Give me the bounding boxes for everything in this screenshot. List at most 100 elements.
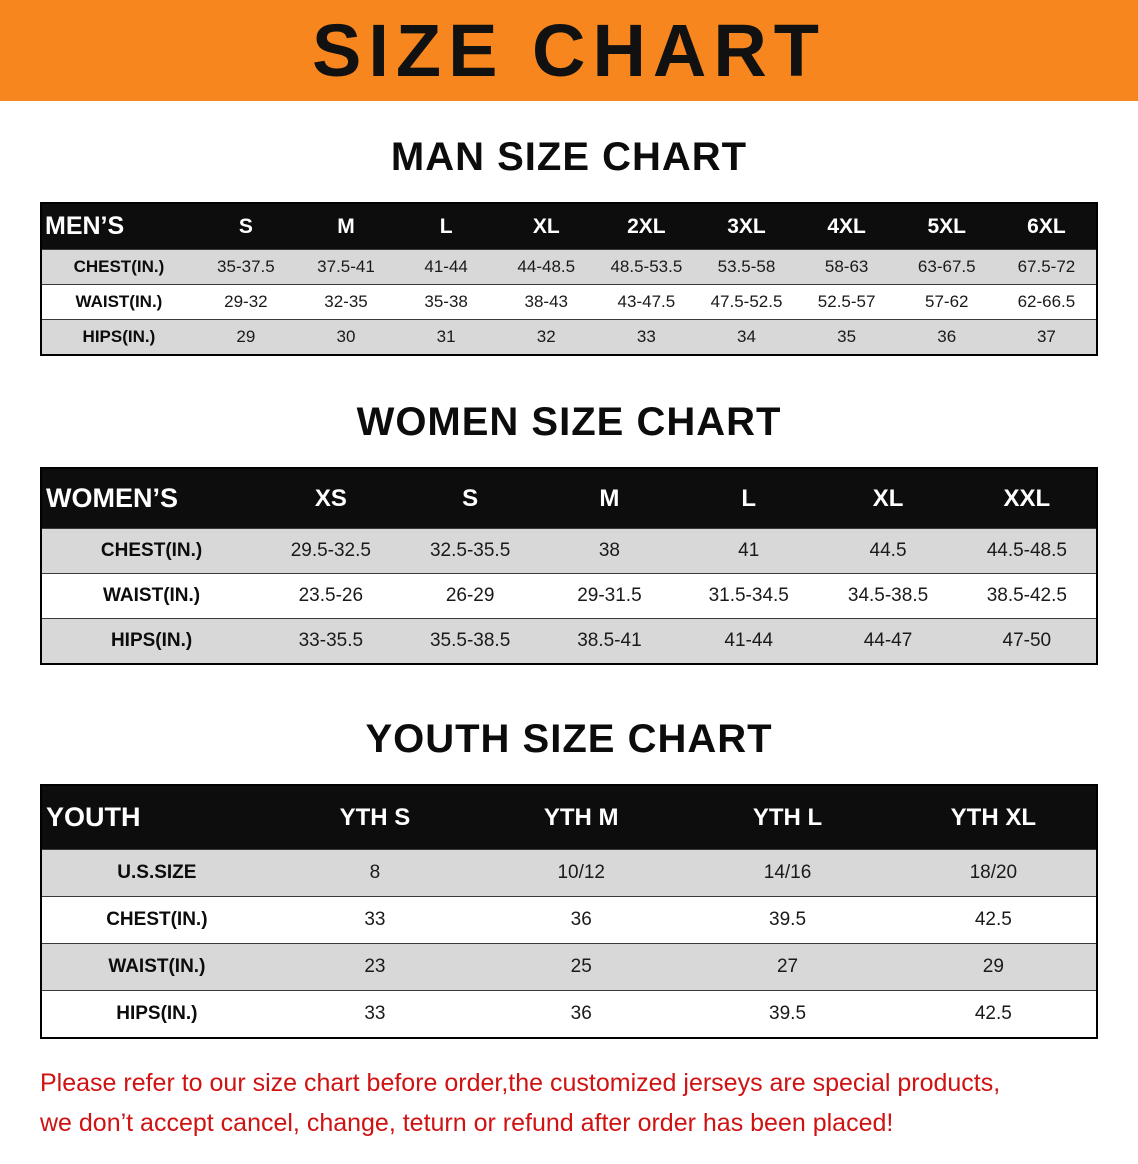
- size-value-cell: 48.5-53.5: [610, 257, 683, 276]
- table-header: WOMEN’S XS S M L XL XXL: [41, 468, 1097, 529]
- row-label: HIPS(IN.): [110, 630, 193, 651]
- size-column-header: 3XL: [696, 203, 797, 250]
- table-label-header: MEN’S: [41, 203, 196, 250]
- size-column-header: YTH XL: [890, 785, 1097, 850]
- table-row: WAIST(IN.) 23 25 27 29: [41, 943, 1097, 991]
- size-value-cell: 62-66.5: [1017, 292, 1076, 311]
- size-value-cell: 29: [236, 327, 256, 346]
- size-value-cell: 44.5-48.5: [986, 540, 1067, 561]
- size-value-cell: 35.5-38.5: [429, 630, 511, 651]
- row-label: U.S.SIZE: [117, 862, 197, 883]
- size-column-header: YTH S: [271, 785, 479, 850]
- size-column-header: S: [195, 203, 296, 250]
- table-label-header: WOMEN’S: [41, 468, 262, 529]
- table-body: CHEST(IN.) 35-37.5 37.5-41 41-44 44-48.5 48.5…: [41, 249, 1097, 355]
- size-value-cell: 33: [364, 909, 386, 930]
- page-title: SIZE CHART: [312, 8, 826, 92]
- table-label-header: YOUTH: [41, 785, 272, 850]
- women-section-heading: WOMEN SIZE CHART: [356, 400, 782, 444]
- row-label: HIPS(IN.): [116, 1003, 198, 1024]
- table-row: CHEST(IN.) 33 36 39.5 42.5: [41, 896, 1097, 944]
- size-value-cell: 44-48.5: [517, 257, 576, 276]
- table-header-row: WOMEN’S XS S M L XL XXL: [41, 468, 1097, 529]
- size-value-cell: 10/12: [557, 862, 605, 883]
- size-value-cell: 33: [636, 327, 656, 346]
- size-value-cell: 32: [536, 327, 556, 346]
- table-header: MEN’S S M L XL 2XL 3XL 4XL 5XL 6XL: [41, 203, 1097, 250]
- size-value-cell: 29-32: [224, 292, 268, 311]
- size-value-cell: 47-50: [1002, 630, 1052, 651]
- table-row: CHEST(IN.) 35-37.5 37.5-41 41-44 44-48.5 48.5…: [41, 249, 1097, 285]
- size-value-cell: 36: [570, 1003, 592, 1024]
- size-value-cell: 25: [570, 956, 592, 977]
- size-column-header: S: [400, 468, 540, 529]
- size-column-header: YTH M: [478, 785, 685, 850]
- table-header: YOUTH YTH S YTH M YTH L YTH XL: [41, 785, 1097, 850]
- size-value-cell: 58-63: [824, 257, 869, 276]
- size-value-cell: 23: [364, 956, 386, 977]
- size-value-cell: 34.5-38.5: [847, 585, 929, 606]
- size-value-cell: 30: [336, 327, 356, 346]
- size-column-header: 5XL: [896, 203, 997, 250]
- size-value-cell: 35-38: [424, 292, 468, 311]
- row-label: HIPS(IN.): [82, 327, 156, 346]
- youth-size-table: YOUTH YTH S YTH M YTH L YTH XL U.S.SIZE 8 10/12…: [40, 784, 1098, 1039]
- size-value-cell: 38.5-41: [577, 630, 642, 651]
- table-row: CHEST(IN.) 29.5-32.5 32.5-35.5 38 41 44.5 44.5…: [41, 528, 1097, 574]
- size-value-cell: 32-35: [324, 292, 368, 311]
- size-value-cell: 44.5: [869, 540, 907, 561]
- row-label: WAIST(IN.): [108, 956, 206, 977]
- size-value-cell: 33: [364, 1003, 386, 1024]
- size-value-cell: 38-43: [524, 292, 568, 311]
- size-value-cell: 29: [982, 956, 1004, 977]
- size-value-cell: 8: [369, 862, 381, 883]
- youth-section-heading: YOUTH SIZE CHART: [365, 717, 773, 761]
- size-column-header: 4XL: [796, 203, 897, 250]
- row-label: CHEST(IN.): [73, 257, 165, 276]
- size-value-cell: 36: [570, 909, 592, 930]
- row-label: WAIST(IN.): [75, 292, 163, 311]
- size-value-cell: 29.5-32.5: [290, 540, 371, 561]
- table-row: WAIST(IN.) 23.5-26 26-29 29-31.5 31.5-34.5 34…: [41, 573, 1097, 619]
- women-size-table: WOMEN’S XS S M L XL XXL CHEST(IN.) 29.5-32.5 32.5…: [40, 467, 1098, 665]
- size-column-header: 2XL: [596, 203, 697, 250]
- row-label: CHEST(IN.): [100, 540, 203, 561]
- size-column-header: L: [396, 203, 497, 250]
- size-value-cell: 23.5-26: [298, 585, 364, 606]
- size-column-header: XL: [818, 468, 958, 529]
- charts-container: MAN SIZE CHART MEN’S S M L XL 2XL 3XL 4XL 5XL 6XL C…: [0, 135, 1138, 1039]
- row-label: CHEST(IN.): [106, 909, 208, 930]
- size-value-cell: 41: [738, 540, 760, 561]
- table-header-row: YOUTH YTH S YTH M YTH L YTH XL: [41, 785, 1097, 850]
- size-column-header: XL: [496, 203, 597, 250]
- table-row: U.S.SIZE 8 10/12 14/16 18/20: [41, 849, 1097, 897]
- men-size-section: MAN SIZE CHART MEN’S S M L XL 2XL 3XL 4XL 5XL 6XL C…: [0, 135, 1138, 356]
- size-value-cell: 37: [1036, 327, 1056, 346]
- size-column-header: XS: [261, 468, 401, 529]
- size-column-header: XXL: [957, 468, 1097, 529]
- row-label: WAIST(IN.): [103, 585, 201, 606]
- size-value-cell: 31: [436, 327, 456, 346]
- youth-size-section: YOUTH SIZE CHART YOUTH YTH S YTH M YTH L YTH …: [0, 717, 1138, 1039]
- disclaimer: Please refer to our size chart before or…: [40, 1065, 1098, 1164]
- size-value-cell: 42.5: [974, 909, 1012, 930]
- table-row: HIPS(IN.) 33 36 39.5 42.5: [41, 990, 1097, 1038]
- table-body: U.S.SIZE 8 10/12 14/16 18/20 CHEST(IN.) 33 36 39…: [41, 849, 1097, 1038]
- table-row: HIPS(IN.) 33-35.5 35.5-38.5 38.5-41 41-44 44-…: [41, 618, 1097, 664]
- size-value-cell: 39.5: [769, 909, 807, 930]
- size-value-cell: 52.5-57: [817, 292, 876, 311]
- size-value-cell: 29-31.5: [577, 585, 642, 606]
- size-value-cell: 33-35.5: [298, 630, 364, 651]
- size-value-cell: 37.5-41: [317, 257, 375, 276]
- size-column-header: M: [295, 203, 397, 250]
- table-row: HIPS(IN.) 29 30 31 32 33 34 35 36 37: [41, 319, 1097, 355]
- size-value-cell: 38: [598, 540, 620, 561]
- size-value-cell: 35-37.5: [217, 257, 275, 276]
- disclaimer-line-1: Please refer to our size chart before or…: [40, 1069, 1001, 1097]
- size-column-header: M: [539, 468, 680, 529]
- size-value-cell: 41-44: [424, 257, 468, 276]
- size-value-cell: 26-29: [445, 585, 495, 606]
- size-value-cell: 34: [737, 327, 756, 346]
- size-value-cell: 35: [837, 327, 857, 346]
- table-body: CHEST(IN.) 29.5-32.5 32.5-35.5 38 41 44.5 44.5…: [41, 528, 1097, 664]
